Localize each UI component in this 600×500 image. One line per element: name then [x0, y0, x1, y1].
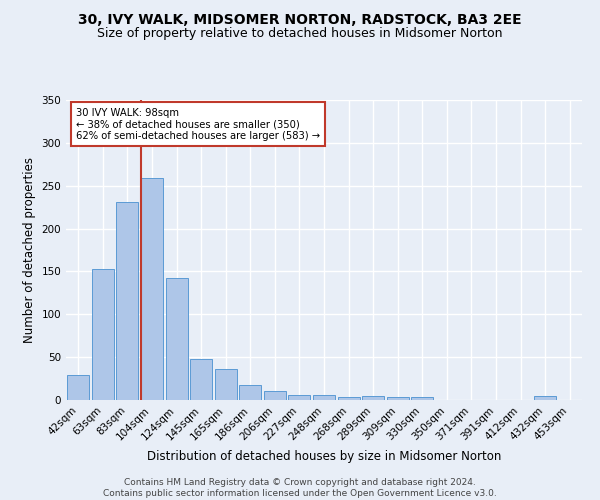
- Text: 30, IVY WALK, MIDSOMER NORTON, RADSTOCK, BA3 2EE: 30, IVY WALK, MIDSOMER NORTON, RADSTOCK,…: [78, 12, 522, 26]
- Text: 30 IVY WALK: 98sqm
← 38% of detached houses are smaller (350)
62% of semi-detach: 30 IVY WALK: 98sqm ← 38% of detached hou…: [76, 108, 320, 140]
- Bar: [166, 278, 188, 400]
- Bar: [190, 359, 212, 400]
- Text: Contains HM Land Registry data © Crown copyright and database right 2024.
Contai: Contains HM Land Registry data © Crown c…: [103, 478, 497, 498]
- Bar: [362, 396, 384, 400]
- Bar: [239, 384, 262, 400]
- Bar: [386, 396, 409, 400]
- Bar: [289, 395, 310, 400]
- Bar: [116, 202, 139, 400]
- Bar: [534, 396, 556, 400]
- Bar: [338, 396, 359, 400]
- X-axis label: Distribution of detached houses by size in Midsomer Norton: Distribution of detached houses by size …: [147, 450, 501, 463]
- Bar: [67, 375, 89, 400]
- Bar: [215, 369, 237, 400]
- Text: Size of property relative to detached houses in Midsomer Norton: Size of property relative to detached ho…: [97, 28, 503, 40]
- Bar: [141, 178, 163, 400]
- Bar: [313, 395, 335, 400]
- Y-axis label: Number of detached properties: Number of detached properties: [23, 157, 36, 343]
- Bar: [411, 398, 433, 400]
- Bar: [92, 269, 114, 400]
- Bar: [264, 390, 286, 400]
